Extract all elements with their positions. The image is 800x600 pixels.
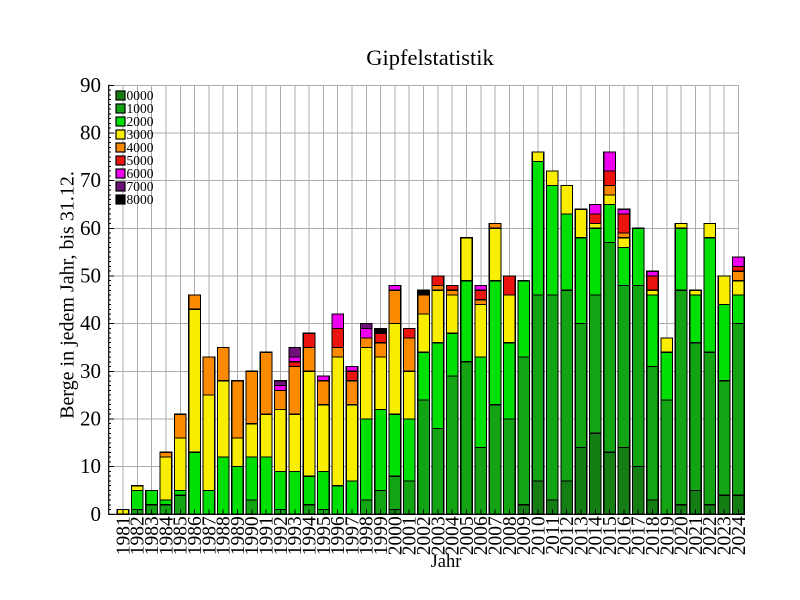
svg-text:2020: 2020: [672, 516, 693, 555]
svg-text:Jahr: Jahr: [431, 552, 462, 572]
svg-text:1985: 1985: [171, 516, 192, 555]
svg-text:1982: 1982: [128, 516, 149, 555]
svg-text:3000: 3000: [127, 127, 154, 142]
svg-text:5000: 5000: [127, 153, 154, 168]
svg-text:1989: 1989: [228, 516, 249, 555]
svg-text:Gipfelstatistik: Gipfelstatistik: [366, 45, 494, 70]
svg-text:2018: 2018: [643, 516, 664, 555]
svg-text:2010: 2010: [528, 516, 549, 555]
svg-text:1986: 1986: [185, 516, 206, 555]
svg-text:2001: 2001: [400, 516, 421, 555]
svg-text:40: 40: [80, 311, 101, 335]
svg-text:1994: 1994: [299, 516, 320, 555]
svg-text:30: 30: [80, 359, 101, 383]
svg-text:4000: 4000: [127, 140, 154, 155]
svg-text:1998: 1998: [357, 516, 378, 555]
svg-text:2019: 2019: [657, 516, 678, 555]
svg-text:2000: 2000: [385, 516, 406, 555]
svg-text:2024: 2024: [729, 516, 750, 555]
svg-text:2002: 2002: [414, 516, 435, 555]
svg-text:1984: 1984: [156, 516, 177, 555]
svg-text:Berge in jedem Jahr, bis 31.12: Berge in jedem Jahr, bis 31.12.: [57, 171, 79, 419]
svg-text:2009: 2009: [514, 516, 535, 555]
svg-text:6000: 6000: [127, 166, 154, 181]
svg-text:2017: 2017: [629, 516, 650, 555]
svg-text:2023: 2023: [715, 516, 736, 555]
svg-text:2003: 2003: [428, 516, 449, 555]
svg-text:2013: 2013: [571, 516, 592, 555]
svg-text:2012: 2012: [557, 516, 578, 555]
svg-text:2005: 2005: [457, 516, 478, 555]
svg-text:2000: 2000: [127, 114, 154, 129]
svg-text:1991: 1991: [257, 516, 278, 555]
svg-text:1987: 1987: [199, 516, 220, 555]
svg-text:2021: 2021: [686, 516, 707, 555]
svg-text:2008: 2008: [500, 516, 521, 555]
svg-text:1999: 1999: [371, 516, 392, 555]
svg-text:50: 50: [80, 263, 101, 287]
svg-text:2007: 2007: [486, 516, 507, 555]
svg-text:2016: 2016: [614, 516, 635, 555]
svg-text:2015: 2015: [600, 516, 621, 555]
svg-text:60: 60: [80, 216, 101, 240]
svg-text:90: 90: [80, 73, 101, 97]
svg-text:1996: 1996: [328, 516, 349, 555]
svg-text:2004: 2004: [443, 516, 464, 555]
svg-text:1995: 1995: [314, 516, 335, 555]
svg-text:70: 70: [80, 168, 101, 192]
svg-text:0000: 0000: [127, 88, 154, 103]
svg-text:2006: 2006: [471, 516, 492, 555]
svg-text:20: 20: [80, 406, 101, 430]
svg-text:80: 80: [80, 120, 101, 144]
svg-text:1983: 1983: [142, 516, 163, 555]
svg-text:1993: 1993: [285, 516, 306, 555]
svg-text:0: 0: [91, 502, 102, 526]
svg-text:1992: 1992: [271, 516, 292, 555]
svg-text:1997: 1997: [342, 516, 363, 555]
svg-text:2011: 2011: [543, 516, 564, 554]
svg-text:1981: 1981: [113, 516, 134, 555]
svg-text:10: 10: [80, 454, 101, 478]
svg-text:8000: 8000: [127, 192, 154, 207]
svg-text:1988: 1988: [214, 516, 235, 555]
svg-text:2014: 2014: [586, 516, 607, 555]
svg-text:7000: 7000: [127, 179, 154, 194]
svg-text:1990: 1990: [242, 516, 263, 555]
svg-text:2022: 2022: [700, 516, 721, 555]
svg-text:1000: 1000: [127, 101, 154, 116]
